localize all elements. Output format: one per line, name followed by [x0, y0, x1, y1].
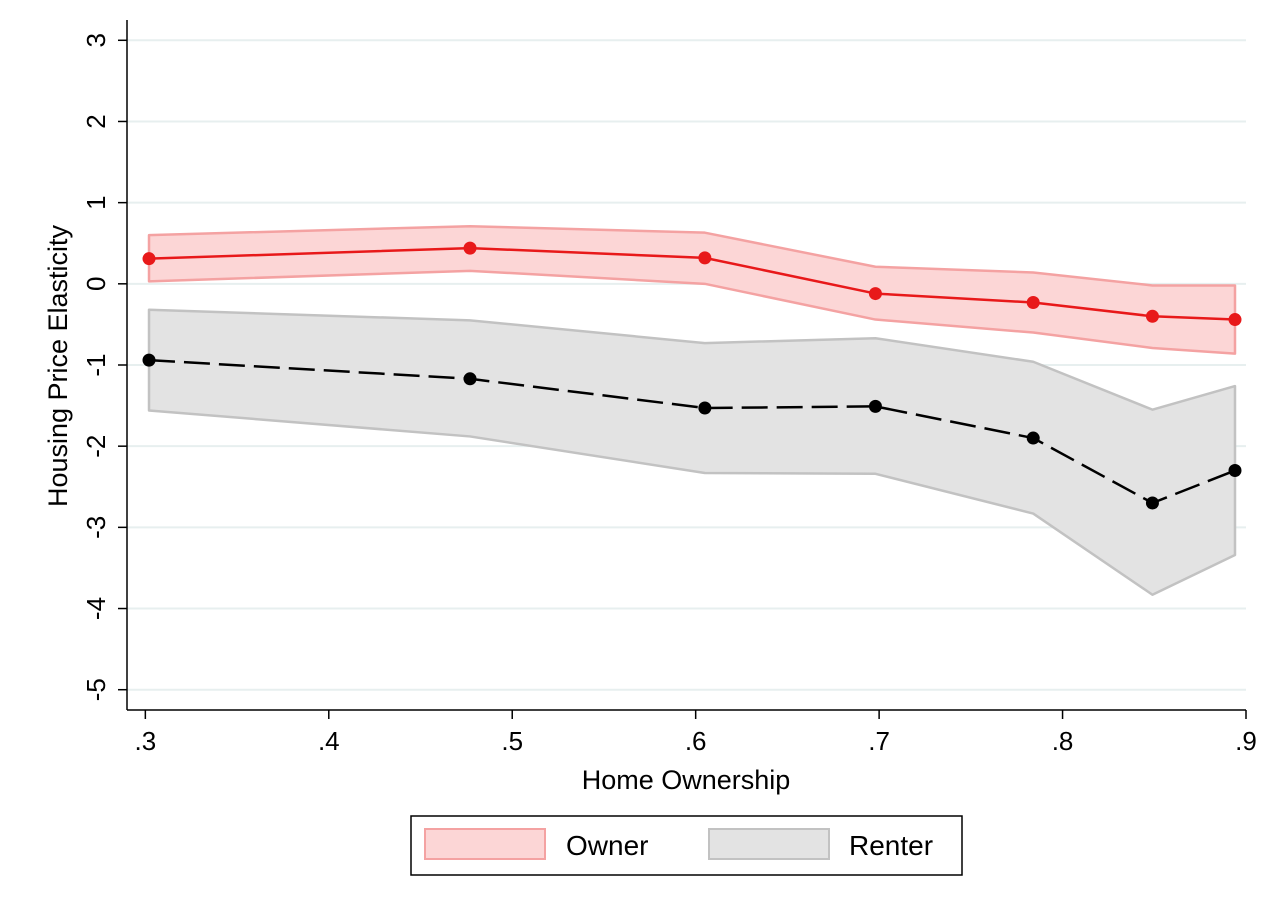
- y-axis-title: Housing Price Elasticity: [43, 224, 73, 507]
- x-tick-label: .4: [318, 726, 340, 756]
- data-point-renter: [698, 401, 712, 415]
- legend-swatch-owner: [424, 828, 546, 860]
- legend-label-renter: Renter: [849, 830, 933, 861]
- x-tick-label: .7: [868, 726, 890, 756]
- x-tick-label: .9: [1235, 726, 1257, 756]
- legend-label-owner: Owner: [566, 830, 648, 861]
- y-tick-label: -5: [81, 678, 111, 701]
- y-axis-ticks: 3 2 1 0 -1 -2 -3 -4 -5: [81, 33, 127, 701]
- data-point-owner: [698, 251, 712, 265]
- legend: Owner Renter: [410, 815, 963, 876]
- x-axis-title: Home Ownership: [582, 765, 791, 795]
- data-point-owner: [142, 252, 156, 266]
- data-point-owner: [1145, 309, 1159, 323]
- data-point-renter: [1228, 464, 1242, 478]
- confidence-bands: [147, 224, 1237, 596]
- x-tick-label: .8: [1052, 726, 1074, 756]
- legend-swatch-renter: [708, 828, 830, 860]
- y-tick-label: -4: [81, 597, 111, 620]
- x-tick-label: .5: [501, 726, 523, 756]
- y-tick-label: 2: [81, 114, 111, 128]
- ci-band-owner: [147, 224, 1237, 355]
- data-point-owner: [868, 287, 882, 301]
- y-tick-label: -3: [81, 516, 111, 539]
- data-point-renter: [868, 399, 882, 413]
- data-point-renter: [1026, 431, 1040, 445]
- y-tick-label: -2: [81, 435, 111, 458]
- data-point-owner: [463, 241, 477, 255]
- data-point-renter: [463, 372, 477, 386]
- x-axis-ticks: .3 .4 .5 .6 .7 .8 .9: [135, 710, 1257, 756]
- y-tick-label: 1: [81, 195, 111, 209]
- data-point-renter: [142, 353, 156, 367]
- data-point-owner: [1026, 295, 1040, 309]
- data-point-owner: [1228, 313, 1242, 327]
- x-tick-label: .3: [135, 726, 157, 756]
- y-tick-label: 3: [81, 33, 111, 47]
- y-tick-label: -1: [81, 353, 111, 376]
- y-tick-label: 0: [81, 277, 111, 291]
- ci-band-renter: [147, 308, 1237, 596]
- data-point-renter: [1145, 496, 1159, 510]
- x-tick-label: .6: [685, 726, 707, 756]
- series-points: [142, 241, 1242, 510]
